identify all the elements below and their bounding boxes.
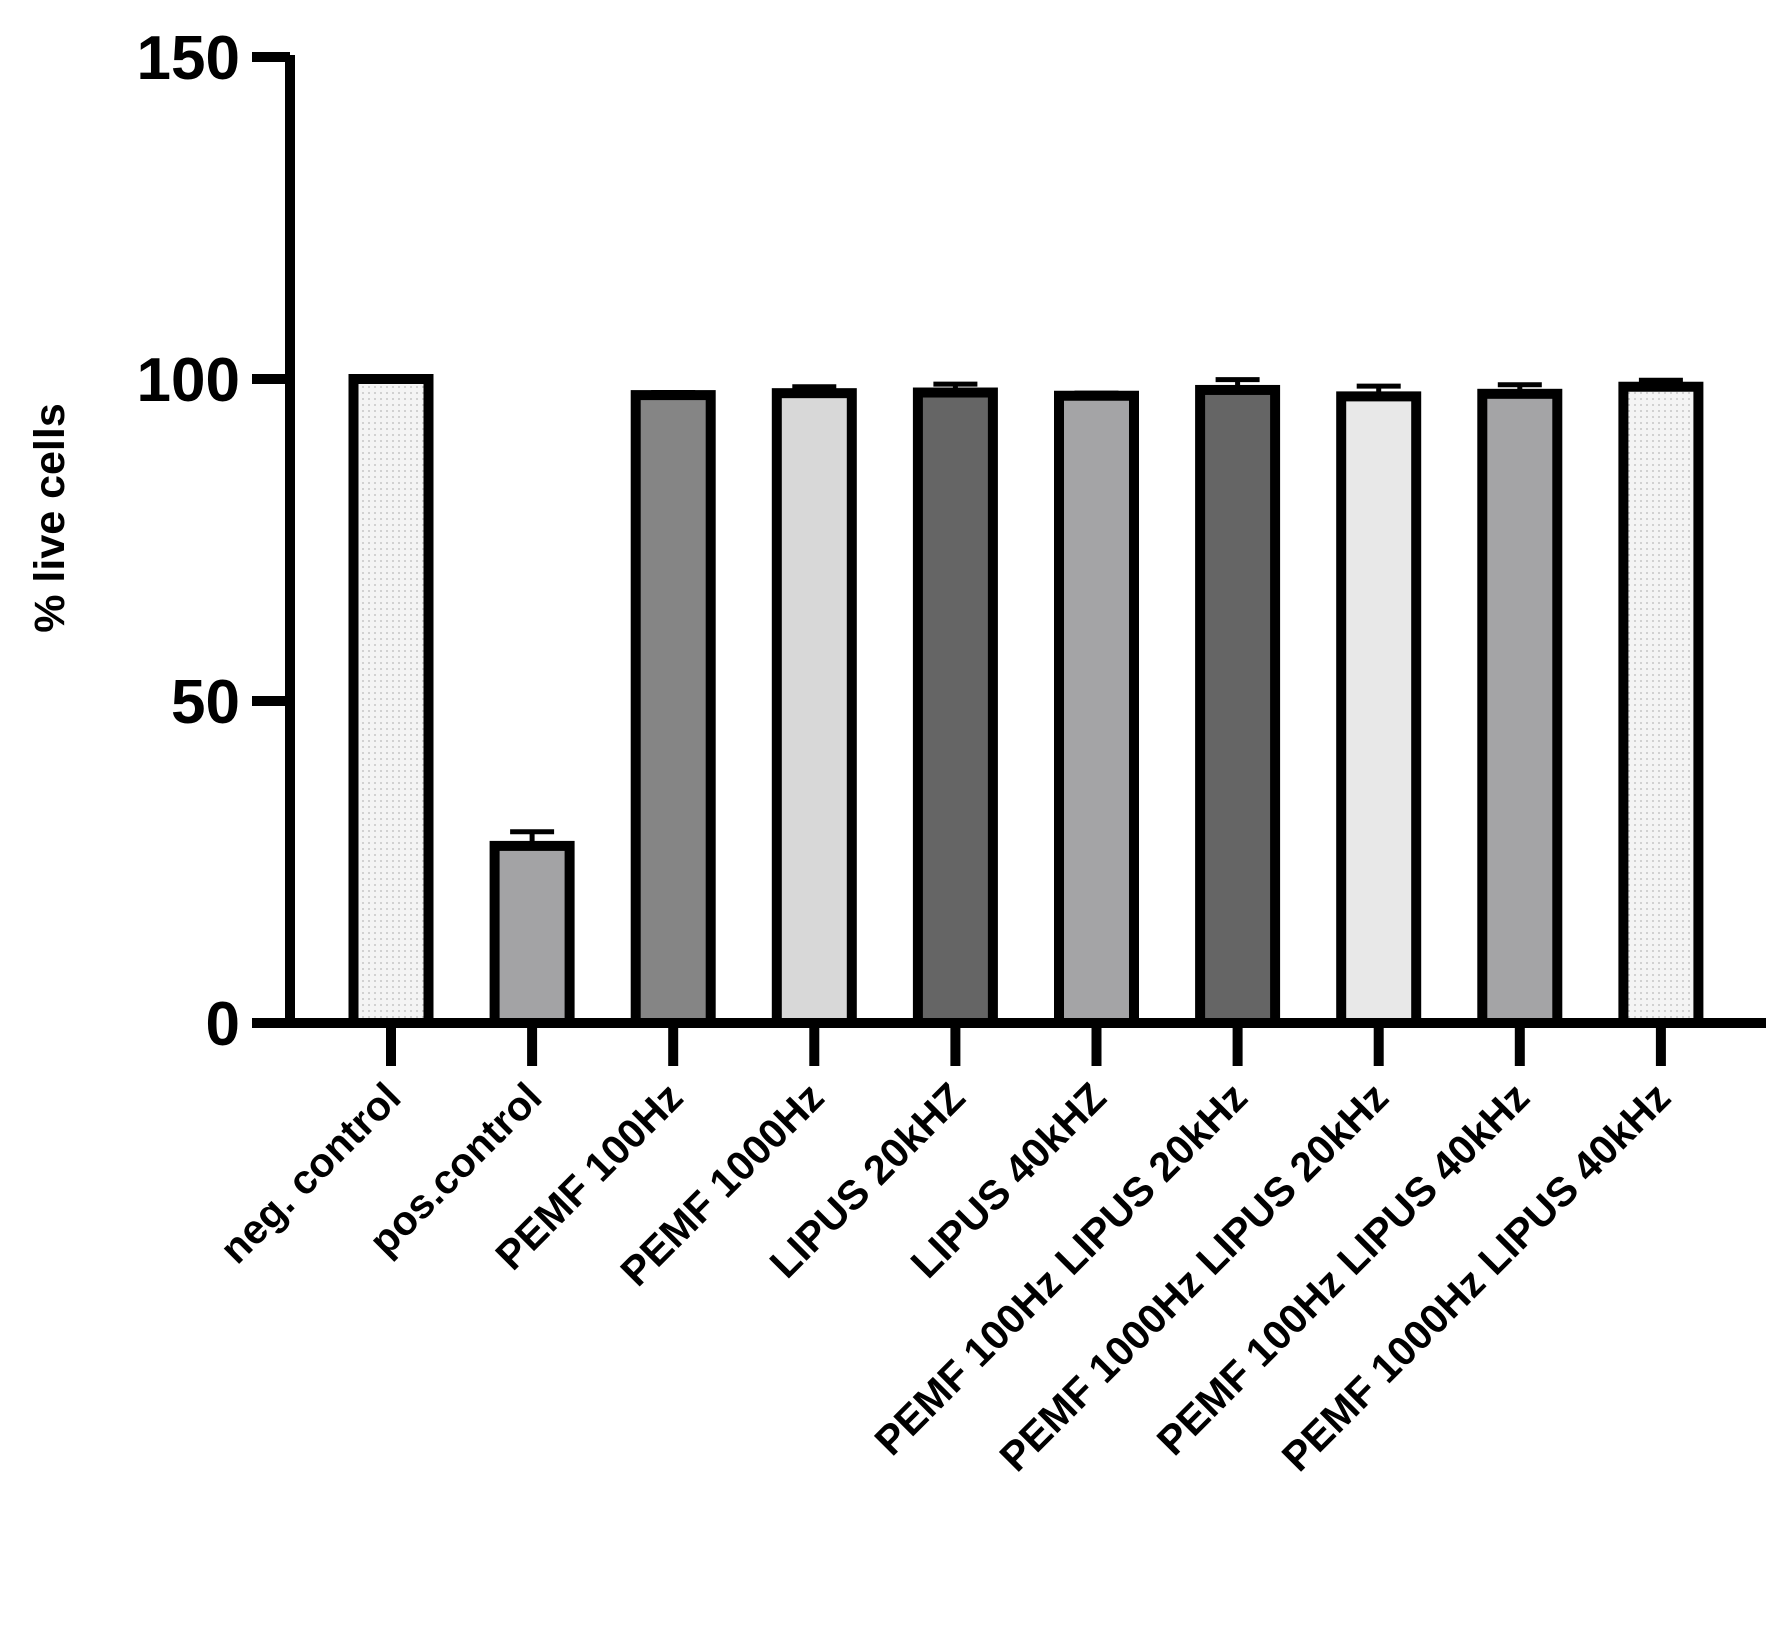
bar-2 [630,390,716,1029]
y-tick-label-3: 150 [137,24,240,93]
bar-3 [771,388,857,1028]
y-axis-title: % live cells [26,403,74,633]
bar-7 [1336,391,1422,1028]
axes-group [252,52,1766,1066]
bar-5 [1054,390,1139,1028]
y-tick-label-1: 50 [171,668,240,737]
bar-1 [489,840,575,1029]
bar-6 [1195,384,1281,1028]
bars-group [348,374,1704,1029]
y-tick-label-0: 0 [206,990,240,1059]
bar-0 [348,374,434,1028]
bar-4 [912,387,998,1028]
y-tick-label-2: 100 [137,346,240,415]
bar-8 [1477,388,1563,1028]
bar-9 [1618,381,1704,1028]
